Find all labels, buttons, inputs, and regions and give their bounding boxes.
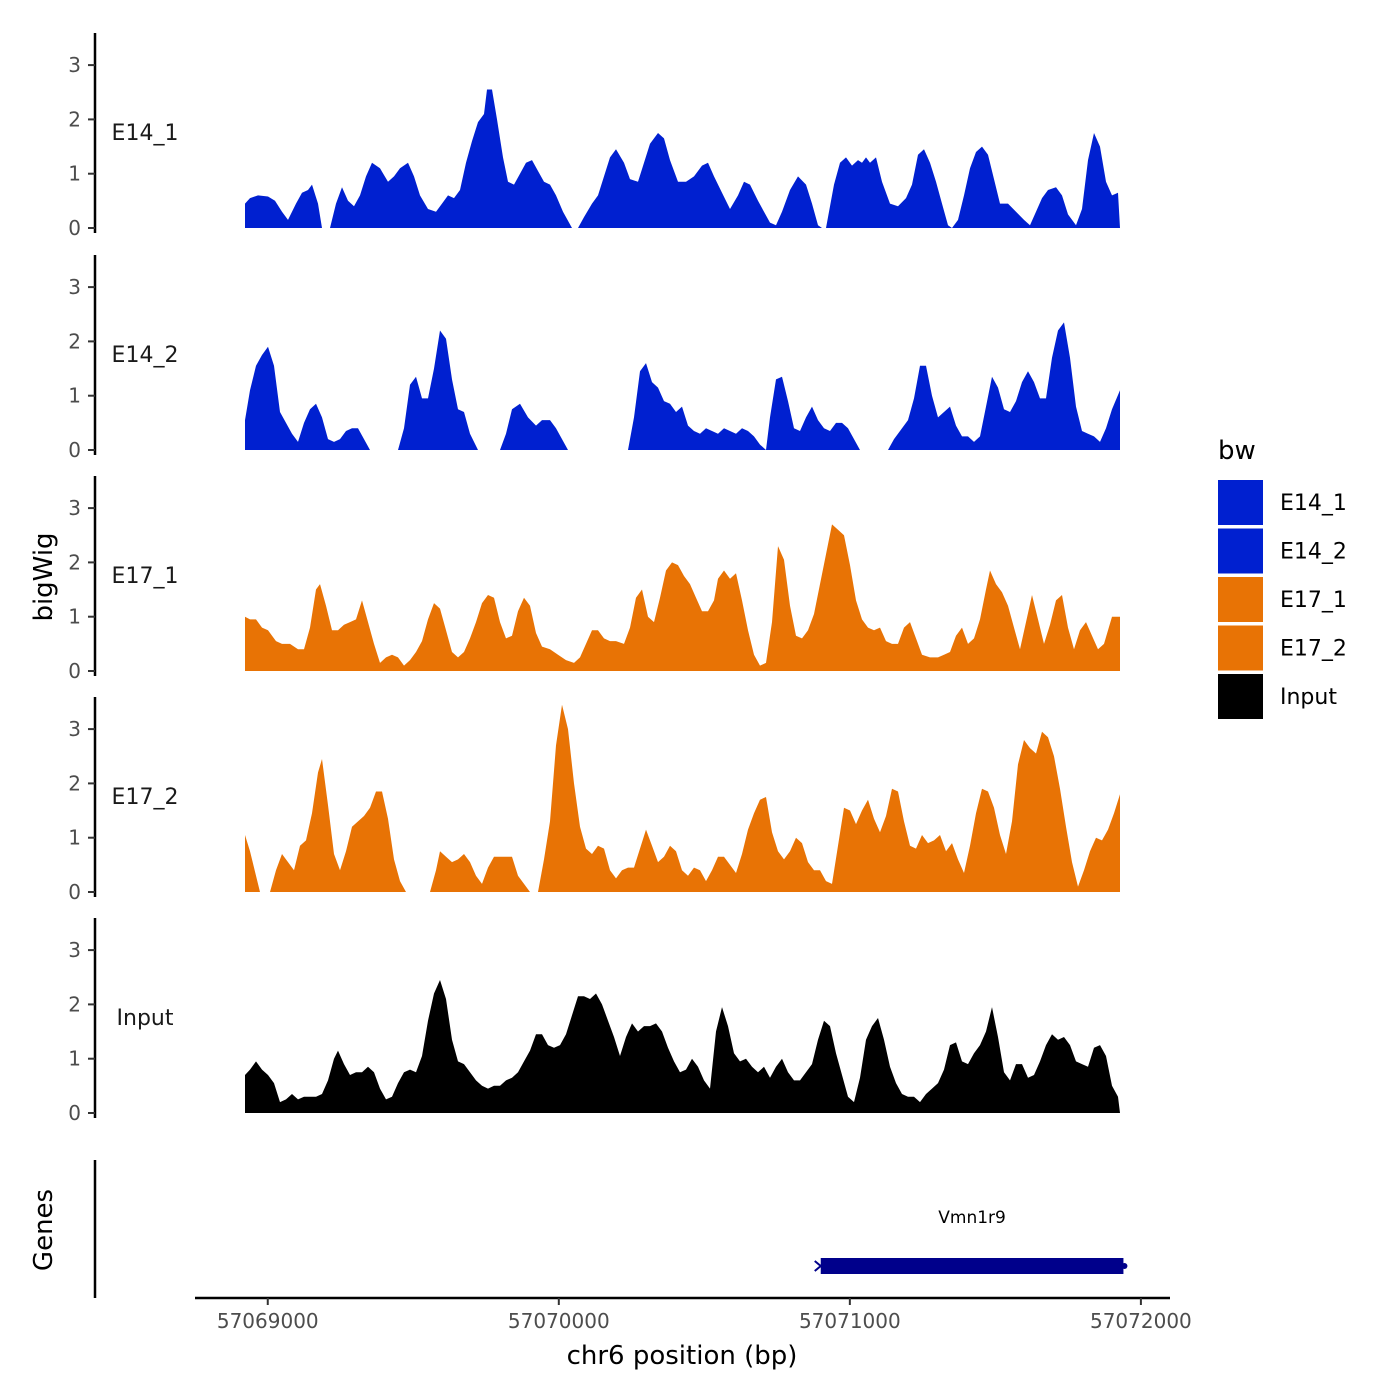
gene-label: Vmn1r9 [938, 1208, 1006, 1228]
y-tick-label: 1 [68, 162, 81, 186]
track-label: E14_2 [112, 343, 179, 368]
y-tick-label: 0 [68, 880, 81, 904]
y-tick-label: 0 [68, 216, 81, 240]
track-e17-2: 0 1 2 3 E17_2 [68, 697, 1120, 904]
legend-swatch [1218, 577, 1263, 622]
legend-swatch [1218, 480, 1263, 525]
legend-swatch [1218, 674, 1263, 719]
track-input: 0 1 2 3 Input [68, 918, 1120, 1125]
x-tick-label: 57070000 [508, 1309, 610, 1333]
y-tick-label: 3 [68, 496, 81, 520]
y-tick-label: 3 [68, 717, 81, 741]
legend-title: bw [1218, 436, 1256, 466]
track-label: E17_2 [112, 785, 179, 810]
track-label: E17_1 [112, 564, 179, 589]
legend-label: Input [1280, 685, 1337, 710]
legend: bw E14_1 E14_2 E17_1 E17_2 Input [1218, 436, 1347, 719]
y-tick-label: 1 [68, 605, 81, 629]
gene-end-marker [814, 1260, 828, 1272]
y-tick-label: 2 [68, 771, 81, 795]
y-tick-label: 0 [68, 1101, 81, 1125]
genes-panel-title: Genes [29, 1189, 59, 1271]
track-e14-2: 0 1 2 3 E14_2 [68, 255, 1120, 462]
legend-label: E17_2 [1280, 637, 1347, 662]
y-tick-label: 2 [68, 550, 81, 574]
y-tick-label: 1 [68, 826, 81, 850]
x-axis: 57069000 57070000 57071000 57072000 [195, 1296, 1192, 1333]
track-e14-1: 0 1 2 3 E14_1 [68, 33, 1120, 240]
y-axis-title: bigWig [29, 532, 59, 621]
legend-label: E14_2 [1280, 540, 1347, 565]
track-panels: 0 1 2 3 E14_1 0 1 2 3 E14_2 0 1 2 3 E17_1 0 1 2 3 E17_2 0 1 2 3… [68, 33, 1120, 1125]
legend-label: E14_1 [1280, 491, 1347, 516]
y-tick-label: 2 [68, 992, 81, 1016]
y-tick-label: 0 [68, 659, 81, 683]
y-tick-label: 2 [68, 107, 81, 131]
x-tick-label: 57072000 [1090, 1309, 1192, 1333]
legend-swatch [1218, 625, 1263, 671]
track-e17-1: 0 1 2 3 E17_1 [68, 476, 1120, 683]
signal-area-e14-1 [245, 89, 1120, 228]
legend-swatch [1218, 528, 1263, 574]
track-label: Input [117, 1006, 174, 1031]
y-tick-label: 3 [68, 53, 81, 77]
y-tick-label: 3 [68, 275, 81, 299]
gene-panel: Vmn1r9 [93, 1160, 1128, 1298]
track-label: E14_1 [112, 121, 179, 146]
y-tick-label: 2 [68, 329, 81, 353]
gene-body [820, 1258, 1124, 1274]
x-axis-title: chr6 position (bp) [567, 1341, 798, 1371]
signal-area-e17-2 [245, 704, 1120, 892]
signal-area-e14-2 [245, 322, 1120, 450]
x-tick-label: 57071000 [799, 1309, 901, 1333]
gene-end-marker [1121, 1263, 1128, 1269]
x-tick-label: 57069000 [217, 1309, 319, 1333]
y-tick-label: 3 [68, 938, 81, 962]
signal-area-input [245, 980, 1120, 1113]
y-tick-label: 1 [68, 1047, 81, 1071]
legend-label: E17_1 [1280, 588, 1347, 613]
y-tick-label: 0 [68, 438, 81, 462]
signal-area-e17-1 [245, 524, 1120, 671]
y-tick-label: 1 [68, 384, 81, 408]
